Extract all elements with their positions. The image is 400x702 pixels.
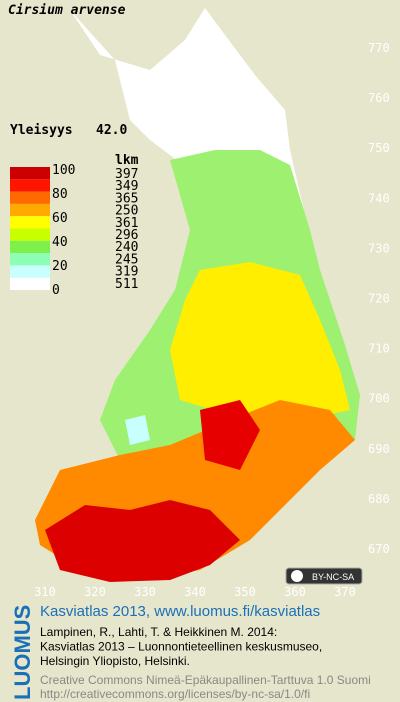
legend-count: 319: [115, 265, 138, 280]
citation-line: Kasviatlas 2013 – Luonnontieteellinen ke…: [40, 640, 322, 654]
citation-line: Lampinen, R., Lahti, T. & Heikkinen M. 2…: [40, 625, 277, 639]
map-red-east: [200, 400, 260, 470]
legend-swatch: [10, 191, 50, 204]
legend-swatch: [10, 203, 50, 217]
legend-swatch: [10, 228, 50, 241]
map-x-label: 320: [84, 585, 106, 599]
map-y-label: 730: [368, 241, 390, 255]
frequency-value: 42.0: [96, 123, 127, 138]
map-y-label: 770: [368, 41, 390, 55]
map-x-label: 350: [234, 585, 256, 599]
badge-box: [285, 567, 363, 585]
map: [35, 8, 360, 582]
map-cyan: [125, 415, 150, 445]
map-x-label: 360: [284, 585, 306, 599]
legend-swatch: [10, 167, 50, 180]
legend-swatch: [10, 240, 50, 254]
count-header: lkm: [115, 153, 139, 168]
map-y-label: 710: [368, 342, 390, 356]
map-y-label: 720: [368, 292, 390, 306]
badge-cc: [291, 570, 303, 582]
legend-count: 245: [115, 252, 138, 267]
legend-scale-label: 40: [52, 235, 68, 250]
map-y-label: 680: [368, 492, 390, 506]
map-x-label: 340: [184, 585, 206, 599]
legend-count: 511: [115, 277, 138, 292]
legend-scale-label: 0: [52, 283, 60, 298]
license-line: http://creativecommons.org/licenses/by-n…: [40, 687, 310, 701]
badge-text: BY-NC-SA: [312, 572, 354, 582]
map-y-label: 760: [368, 91, 390, 105]
legend-count: 296: [115, 228, 138, 243]
legend-scale-label: 20: [52, 259, 68, 274]
legend-swatch: [10, 216, 50, 229]
footer-title: Kasviatlas 2013, www.luomus.fi/kasviatla…: [40, 603, 320, 620]
legend-scale-label: 100: [52, 163, 75, 178]
map-x-label: 310: [34, 585, 56, 599]
legend-count: 365: [115, 191, 138, 206]
map-y-label: 750: [368, 141, 390, 155]
legend-scale-label: 80: [52, 187, 68, 202]
map-y-label: 690: [368, 442, 390, 456]
legend-swatch: [10, 179, 50, 192]
license-badge: BY-NC-SA: [285, 567, 363, 585]
map-y-label: 700: [368, 392, 390, 406]
legend-count: 361: [115, 216, 138, 231]
legend-swatch: [10, 253, 50, 266]
legend-count: 349: [115, 179, 138, 194]
map-yellow: [170, 262, 350, 420]
legend-swatch: [10, 277, 50, 290]
map-x-label: 370: [334, 585, 356, 599]
logo: LUOMUS: [10, 605, 35, 700]
map-y-label: 670: [368, 542, 390, 556]
map-x-label: 330: [134, 585, 156, 599]
legend-scale-label: 60: [52, 211, 68, 226]
map-y-label: 740: [368, 191, 390, 205]
legend-count: 250: [115, 204, 138, 219]
map-red: [45, 500, 240, 582]
frequency-label: Yleisyys: [10, 123, 73, 138]
legend-swatch: [10, 265, 50, 278]
legend-count: 397: [115, 167, 138, 182]
citation-line: Helsingin Yliopisto, Helsinki.: [40, 654, 190, 668]
species-title: Cirsium arvense: [8, 3, 126, 18]
legend-count: 240: [115, 240, 138, 255]
license-line: Creative Commons Nimeä-Epäkaupallinen-Ta…: [40, 673, 371, 687]
